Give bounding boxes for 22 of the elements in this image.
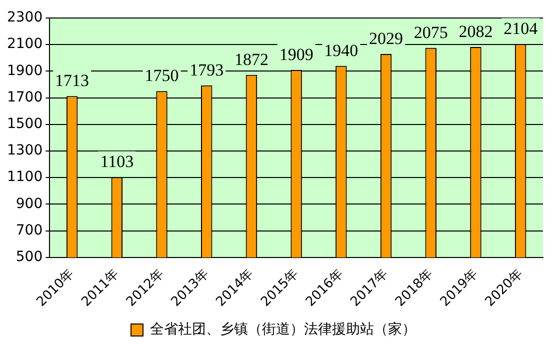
y-tick-label: 500 — [16, 249, 43, 266]
y-tick-label: 1700 — [6, 89, 43, 106]
data-label: 1872 — [234, 50, 268, 69]
data-label: 1793 — [190, 60, 224, 80]
legend-label: 全省社团、乡镇（街道）法律援助站（家） — [150, 322, 416, 338]
y-tick-label: 2100 — [6, 36, 43, 52]
y-tick-label: 1500 — [6, 116, 43, 132]
data-label: 1940 — [324, 40, 358, 60]
y-tick-label: 900 — [16, 196, 43, 212]
data-label: 2104 — [504, 19, 538, 38]
y-tick-label: 700 — [16, 222, 43, 238]
y-tick-label: 1900 — [6, 62, 43, 79]
y-tick-label: 1100 — [6, 169, 43, 186]
data-label: 1713 — [55, 71, 90, 90]
data-label: 2029 — [369, 29, 404, 48]
y-tick-label: 2300 — [6, 10, 43, 26]
data-label: 1103 — [100, 152, 134, 172]
data-label: 2075 — [414, 22, 448, 42]
data-label: 1750 — [144, 66, 179, 86]
y-tick-label: 1300 — [6, 142, 43, 159]
data-label: 1909 — [279, 44, 314, 64]
data-label: 2082 — [458, 22, 493, 41]
